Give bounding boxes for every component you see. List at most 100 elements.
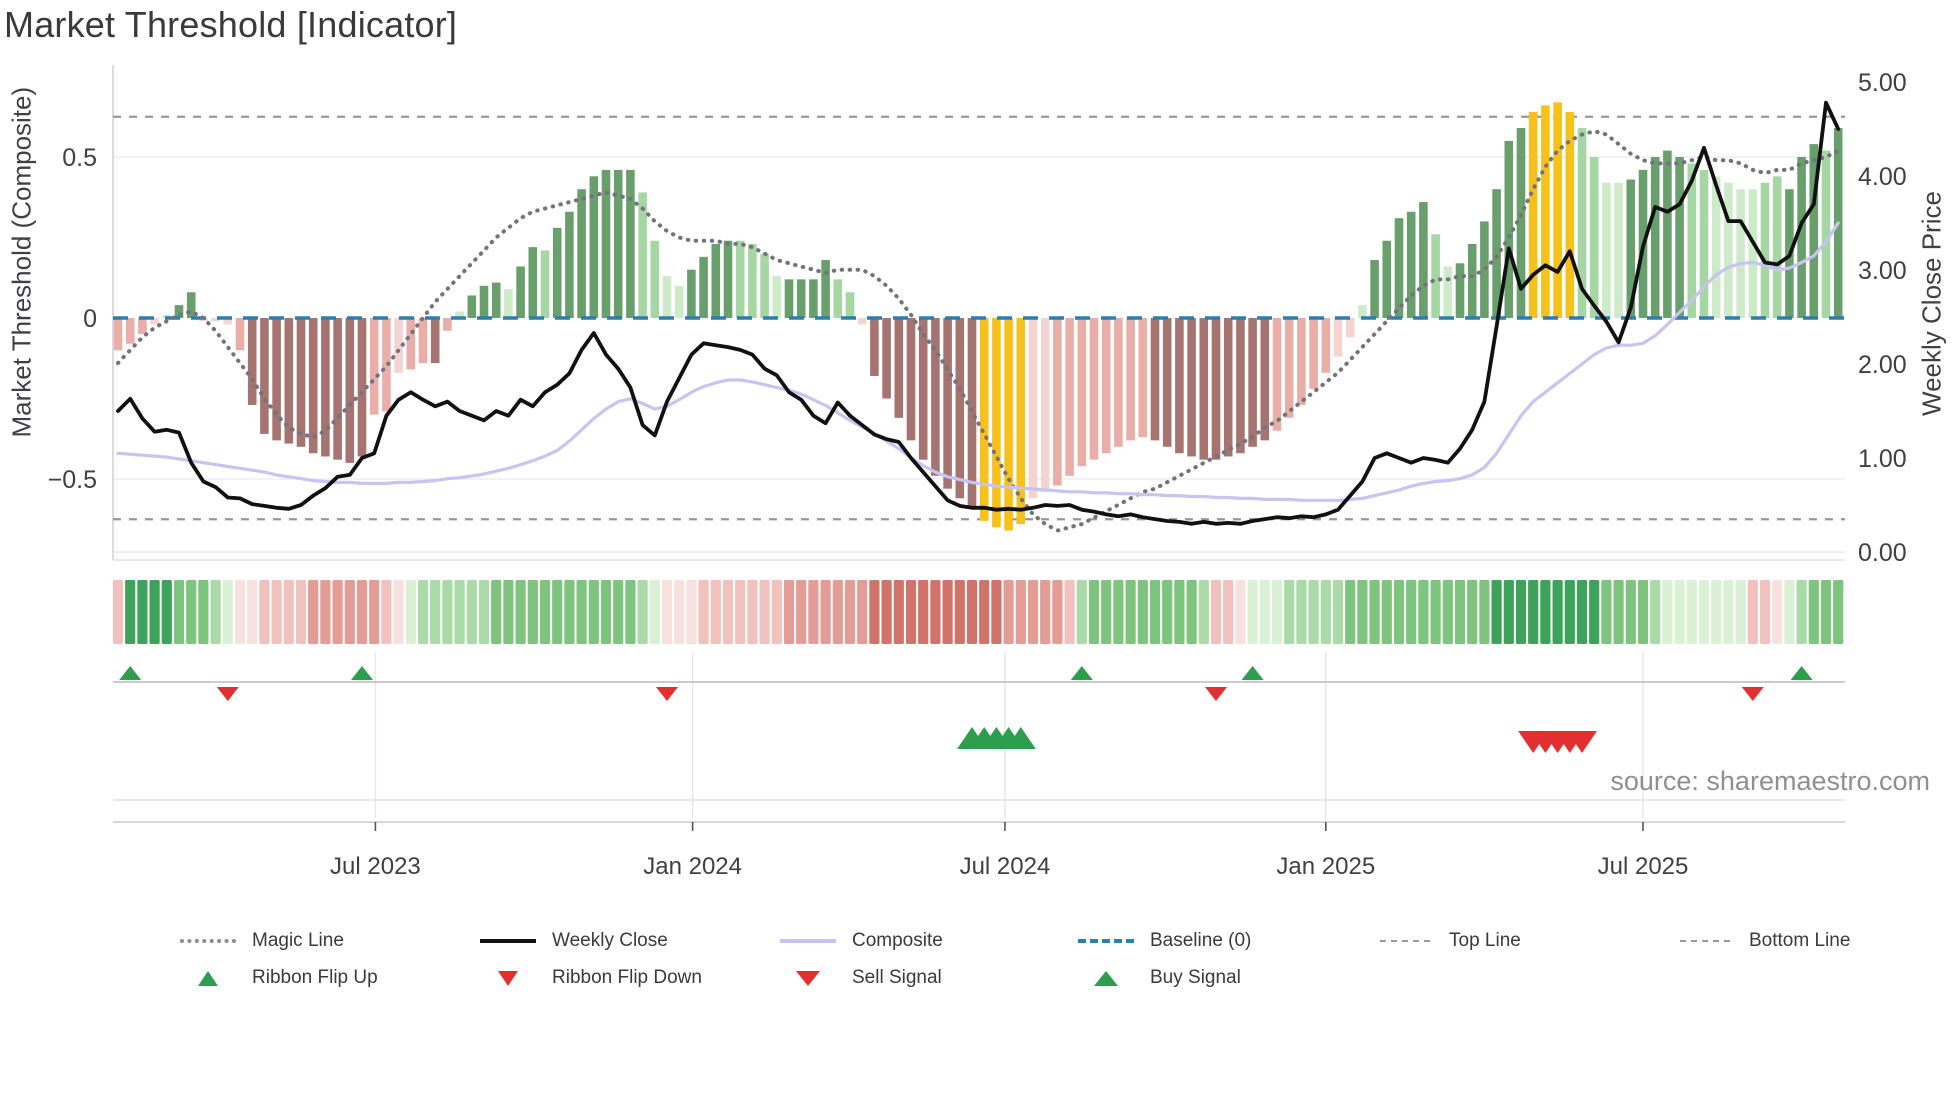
ribbon-flip-down-marker <box>216 687 239 701</box>
threshold-bar <box>1175 318 1184 454</box>
bottom-line-swatch-icon <box>1677 940 1733 942</box>
right-tick-label: 1.00 <box>1858 445 1907 473</box>
ribbon-cell <box>820 580 831 644</box>
threshold-bar <box>235 318 245 351</box>
ribbon-cell <box>222 580 233 644</box>
buy-signal-marker <box>1005 727 1036 749</box>
ribbon-cell <box>1698 580 1710 644</box>
ribbon-cell <box>1625 580 1636 644</box>
ribbon-cell <box>1296 580 1307 644</box>
threshold-bar <box>1687 163 1697 318</box>
threshold-bar <box>589 176 599 318</box>
ribbon-cell <box>186 580 197 644</box>
ribbon-cell <box>625 580 636 644</box>
magic-line-swatch-icon <box>180 939 236 943</box>
ribbon-cell <box>539 580 551 644</box>
ribbon-cell <box>1113 580 1124 644</box>
ribbon-cell <box>954 580 965 644</box>
ribbon-cell <box>1735 580 1746 644</box>
x-tick-label: Jan 2024 <box>643 853 742 880</box>
ribbon-cell <box>710 580 721 644</box>
threshold-bar <box>455 311 464 318</box>
ribbon-cell <box>1491 580 1502 644</box>
ribbon-cell <box>1101 580 1112 644</box>
signal-panel <box>113 652 1845 818</box>
threshold-bar <box>1528 111 1538 318</box>
ribbon-cell <box>1210 580 1222 644</box>
ribbon-cell <box>1650 580 1661 644</box>
threshold-bar <box>882 318 891 399</box>
ribbon-cell <box>613 580 624 644</box>
ribbon-cell <box>1247 580 1258 644</box>
ribbon-cell <box>1345 580 1356 644</box>
threshold-bar <box>1626 179 1636 318</box>
threshold-bar <box>1797 157 1806 318</box>
ribbon-cell <box>1552 580 1563 644</box>
ribbon-cell <box>1015 580 1026 644</box>
threshold-bar <box>211 318 220 322</box>
threshold-bar <box>1809 144 1819 318</box>
ribbon-cell <box>1540 580 1551 644</box>
ribbon-flip-up-marker <box>1241 666 1264 680</box>
threshold-bar <box>357 318 367 457</box>
source-attribution: source: sharemaestro.com <box>1610 766 1930 796</box>
ribbon-cell <box>1467 580 1478 644</box>
threshold-bar <box>1126 318 1135 441</box>
threshold-bar <box>430 318 440 364</box>
threshold-bar <box>1089 318 1099 460</box>
threshold-bar <box>150 318 159 325</box>
ribbon-cell <box>649 580 660 644</box>
threshold-bar <box>638 192 647 318</box>
threshold-bar <box>479 285 489 318</box>
right-tick-label: 0.00 <box>1858 539 1907 567</box>
ribbon-cell <box>1174 580 1185 644</box>
ribbon-cell <box>1479 580 1490 644</box>
ribbon-cell <box>161 580 172 644</box>
threshold-bar <box>333 318 342 460</box>
threshold-bar <box>979 318 989 521</box>
x-tick-label: Jul 2024 <box>960 853 1051 880</box>
ribbon-cell <box>1125 580 1136 644</box>
threshold-bar <box>1162 318 1172 447</box>
threshold-bar <box>943 318 952 489</box>
threshold-bar <box>1406 211 1416 318</box>
ribbon-cell <box>1162 580 1173 644</box>
threshold-bar <box>1040 318 1050 492</box>
threshold-bar <box>1760 182 1770 318</box>
left-tick-label: 0.5 <box>62 144 97 172</box>
ribbon-cell <box>1503 580 1514 644</box>
ribbon-cell <box>454 580 465 644</box>
ribbon-cell <box>930 580 941 644</box>
legend-label: Weekly Close <box>552 930 668 951</box>
legend-label: Top Line <box>1449 930 1521 951</box>
legend-item-top-line: Top Line <box>1377 926 1521 956</box>
legend-label: Composite <box>852 930 943 951</box>
ribbon-cell <box>844 580 856 644</box>
legend-label: Magic Line <box>252 930 344 951</box>
threshold-bar <box>1053 318 1062 486</box>
threshold-bar <box>247 318 257 405</box>
threshold-bar <box>809 279 818 318</box>
ribbon-flip-up-marker <box>351 666 373 680</box>
threshold-bar <box>1199 318 1209 460</box>
threshold-bar <box>967 318 977 508</box>
threshold-bar <box>394 318 403 373</box>
ribbon-cell <box>381 580 392 644</box>
ribbon-cell <box>125 580 136 644</box>
ribbon-cell <box>1369 580 1380 644</box>
ribbon-cell <box>1576 580 1588 644</box>
ribbon-cell <box>722 580 734 644</box>
threshold-bar <box>1589 157 1599 318</box>
threshold-bar <box>1565 111 1575 318</box>
threshold-bar <box>186 292 196 318</box>
threshold-bar <box>284 318 294 444</box>
threshold-bar <box>735 240 745 318</box>
ribbon-cell <box>344 580 355 644</box>
threshold-bar <box>321 318 330 457</box>
ribbon-cell <box>1052 580 1063 644</box>
ribbon-cell <box>356 580 368 644</box>
ribbon-cell <box>478 580 490 644</box>
ribbon-cell <box>576 580 587 644</box>
ribbon-cell <box>259 580 270 644</box>
threshold-bar <box>1443 266 1453 318</box>
